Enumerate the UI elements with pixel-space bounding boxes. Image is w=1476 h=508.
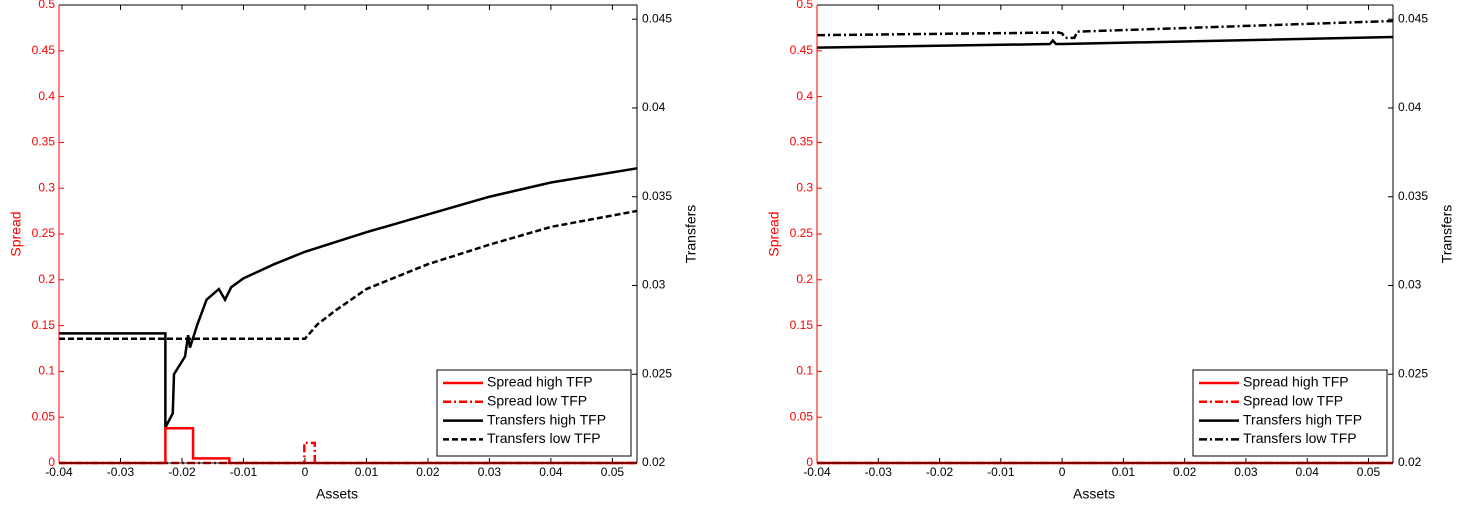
x-axis-label: Assets <box>1073 486 1115 502</box>
y2-tick-label: 0.04 <box>642 100 666 114</box>
legend-box <box>1192 369 1388 457</box>
x-tick-label: -0.02 <box>926 465 954 479</box>
x-tick-label: 0.04 <box>1296 465 1320 479</box>
x-tick-label: -0.02 <box>168 465 196 479</box>
y2-tick-label: 0.03 <box>642 278 666 292</box>
x-tick-label: -0.01 <box>230 465 258 479</box>
legend-label: Transfers low TFP <box>1243 430 1357 446</box>
y2-tick-label: 0.025 <box>642 366 672 380</box>
x-tick-label: -0.04 <box>45 465 73 479</box>
y2-tick-label: 0.02 <box>642 455 666 469</box>
x-tick-label: 0.03 <box>1234 465 1258 479</box>
y-tick-label: 0.4 <box>38 89 55 103</box>
legend-label: Transfers high TFP <box>1243 411 1362 427</box>
y-tick-label: 0.1 <box>38 364 55 378</box>
y2-tick-label: 0.03 <box>1398 278 1422 292</box>
y-tick-label: 0.25 <box>790 226 814 240</box>
x-tick-label: 0.01 <box>1112 465 1136 479</box>
x-tick-label: -0.01 <box>987 465 1015 479</box>
y2-tick-label: 0.025 <box>1398 366 1428 380</box>
y-tick-label: 0.45 <box>32 43 56 57</box>
y-tick-label: 0.1 <box>796 364 813 378</box>
y-axis-label: Spread <box>766 211 782 256</box>
y-tick-label: 0.25 <box>32 226 56 240</box>
y-tick-label: 0.35 <box>790 135 814 149</box>
y-tick-label: 0.4 <box>796 89 813 103</box>
y2-tick-label: 0.035 <box>642 189 672 203</box>
x-tick-label: -0.04 <box>803 465 831 479</box>
x-tick-label: 0.05 <box>601 465 625 479</box>
x-tick-label: 0.01 <box>355 465 379 479</box>
x-tick-label: -0.03 <box>107 465 135 479</box>
y2-axis-label: Transfers <box>1439 205 1455 264</box>
y-tick-label: 0 <box>48 455 55 469</box>
y-tick-label: 0.2 <box>796 272 813 286</box>
y-tick-label: 0.3 <box>796 180 813 194</box>
x-tick-label: 0 <box>302 465 309 479</box>
y-tick-label: 0.05 <box>790 409 814 423</box>
legend-label: Spread low TFP <box>487 393 587 409</box>
y-tick-label: 0.15 <box>32 318 56 332</box>
y-axis-label: Spread <box>8 211 24 256</box>
y-tick-label: 0.45 <box>790 43 814 57</box>
x-tick-label: 0.03 <box>478 465 502 479</box>
legend-box <box>436 369 632 457</box>
series-line <box>59 426 637 465</box>
legend-label: Spread high TFP <box>487 374 593 390</box>
x-tick-label: 0.02 <box>1173 465 1197 479</box>
legend-label: Spread high TFP <box>1243 374 1349 390</box>
y2-tick-label: 0.045 <box>642 11 672 25</box>
y-tick-label: 0.5 <box>796 0 813 11</box>
y-tick-label: 0.5 <box>38 0 55 11</box>
legend-label: Spread low TFP <box>1243 393 1343 409</box>
series-line <box>816 19 1394 40</box>
series-line <box>59 167 638 429</box>
x-tick-label: 0.02 <box>416 465 440 479</box>
y-tick-label: 0.05 <box>32 409 56 423</box>
y-tick-label: 0.2 <box>38 272 55 286</box>
y2-tick-label: 0.04 <box>1398 100 1422 114</box>
y-tick-label: 0 <box>806 455 813 469</box>
y2-tick-label: 0.02 <box>1398 455 1422 469</box>
y-tick-label: 0.15 <box>790 318 814 332</box>
x-tick-label: 0.04 <box>539 465 563 479</box>
x-tick-label: 0 <box>1059 465 1066 479</box>
y2-tick-label: 0.045 <box>1398 11 1428 25</box>
y2-tick-label: 0.035 <box>1398 189 1428 203</box>
x-tick-label: 0.05 <box>1357 465 1381 479</box>
x-tick-label: -0.03 <box>865 465 893 479</box>
legend-label: Transfers low TFP <box>487 430 601 446</box>
y2-axis-label: Transfers <box>683 205 699 264</box>
legend-label: Transfers high TFP <box>487 411 606 427</box>
x-axis-label: Assets <box>316 486 358 502</box>
y-tick-label: 0.3 <box>38 180 55 194</box>
series-line <box>816 35 1394 49</box>
series-line <box>59 209 638 340</box>
y-tick-label: 0.35 <box>32 135 56 149</box>
